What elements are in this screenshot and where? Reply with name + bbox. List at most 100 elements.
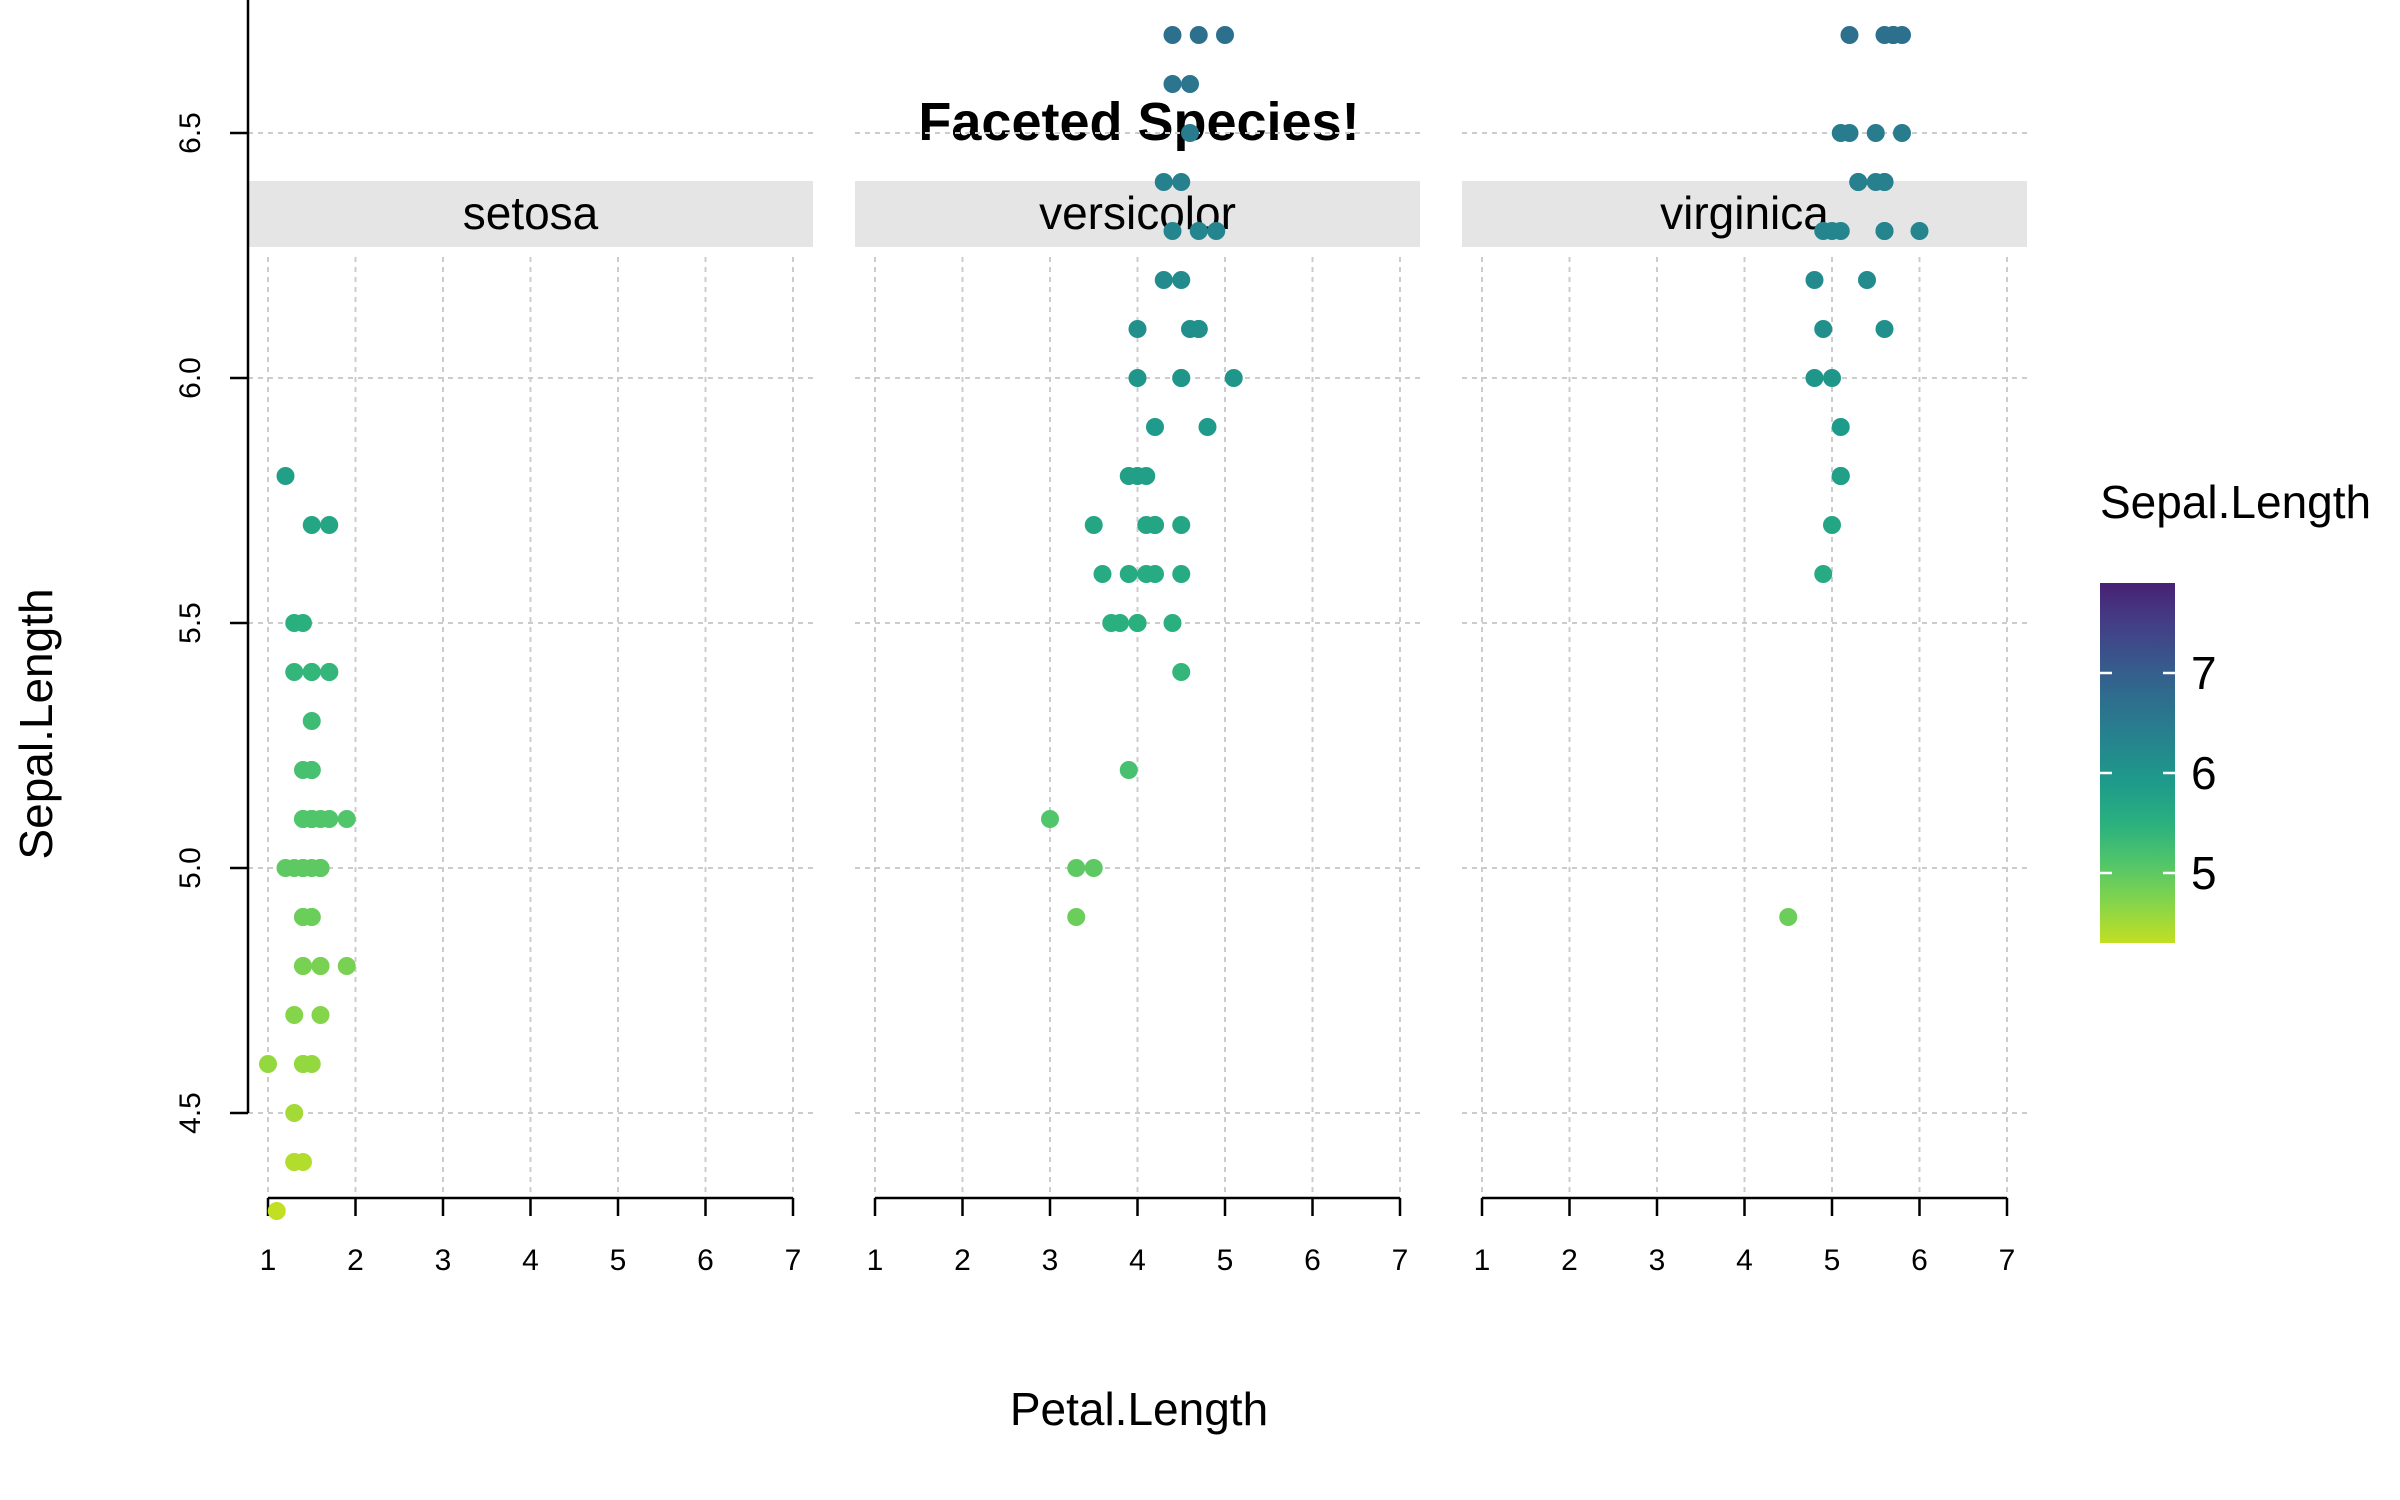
data-point — [259, 1055, 277, 1073]
data-point — [1910, 222, 1929, 240]
data-point — [1840, 26, 1859, 44]
x-tick-label: 4 — [1129, 1244, 1146, 1277]
data-point — [1163, 614, 1182, 632]
data-point — [302, 516, 321, 534]
data-point — [1216, 26, 1234, 44]
data-point — [1146, 565, 1164, 583]
x-tick-label: 5 — [1217, 1244, 1234, 1277]
x-tick-label: 3 — [1649, 1244, 1666, 1277]
y-tick-label: 6.0 — [174, 357, 207, 399]
data-point — [1823, 222, 1841, 240]
data-point — [311, 810, 330, 828]
data-point — [1858, 271, 1876, 289]
data-point — [285, 614, 304, 632]
data-point — [1119, 761, 1138, 779]
data-point — [1823, 516, 1841, 534]
data-point — [311, 957, 330, 975]
data-point — [1128, 369, 1147, 387]
data-point — [294, 908, 312, 926]
data-point — [311, 1006, 330, 1024]
x-tick-label: 7 — [1999, 1244, 2016, 1277]
data-point — [1224, 369, 1243, 387]
data-point — [1119, 565, 1138, 583]
data-point — [1172, 173, 1191, 191]
data-point — [285, 1153, 304, 1171]
facet-strip — [855, 181, 1420, 247]
data-point — [1146, 418, 1164, 436]
data-point — [1875, 320, 1894, 338]
x-tick-label: 1 — [1474, 1244, 1491, 1277]
x-tick-label: 7 — [1392, 1244, 1409, 1277]
x-tick-label: 1 — [260, 1244, 277, 1277]
legend-title: Sepal.Length — [2100, 476, 2371, 528]
y-axis-label: Sepal.Length — [10, 588, 62, 859]
data-point — [1866, 173, 1885, 191]
data-point — [1172, 271, 1191, 289]
x-tick-label: 6 — [1911, 1244, 1928, 1277]
data-point — [1814, 320, 1833, 338]
data-point — [302, 663, 321, 681]
data-point — [285, 1104, 304, 1122]
data-point — [337, 957, 356, 975]
data-point — [1128, 467, 1147, 485]
data-point — [1163, 26, 1182, 44]
data-point — [294, 859, 312, 877]
x-tick-label: 5 — [610, 1244, 627, 1277]
data-point — [320, 516, 339, 534]
x-tick-label: 5 — [1824, 1244, 1841, 1277]
x-tick-label: 1 — [867, 1244, 884, 1277]
data-point — [1805, 369, 1824, 387]
facet-strip — [1462, 181, 2027, 247]
data-point — [1128, 320, 1147, 338]
x-tick-label: 3 — [435, 1244, 452, 1277]
data-point — [1084, 859, 1103, 877]
y-tick-label: 5.0 — [174, 847, 207, 889]
data-point — [285, 1006, 304, 1024]
data-point — [1893, 124, 1911, 142]
x-tick-label: 6 — [697, 1244, 714, 1277]
data-point — [1189, 26, 1208, 44]
data-point — [311, 859, 330, 877]
data-point — [1823, 369, 1841, 387]
data-point — [1172, 369, 1191, 387]
data-point — [1041, 810, 1059, 828]
facet-panels: setosa12345674.55.05.56.06.57.07.58.0ver… — [174, 0, 2027, 1277]
data-point — [1154, 173, 1173, 191]
y-tick-label: 6.5 — [174, 112, 207, 154]
x-tick-label: 4 — [1736, 1244, 1753, 1277]
data-point — [1831, 418, 1850, 436]
facet-panel-virginica: virginica 1 2 3 4 5 6 7 — [1462, 26, 2027, 1277]
data-point — [1067, 908, 1086, 926]
data-point — [285, 663, 304, 681]
x-tick-label: 7 — [785, 1244, 802, 1277]
data-point — [320, 663, 339, 681]
x-tick-label: 2 — [1561, 1244, 1578, 1277]
data-point — [302, 761, 321, 779]
data-point — [1128, 614, 1147, 632]
facet-strip — [248, 181, 813, 247]
data-point — [1831, 467, 1850, 485]
data-point — [294, 957, 312, 975]
data-point — [1207, 222, 1226, 240]
data-point — [1849, 173, 1868, 191]
data-point — [1084, 516, 1103, 534]
data-point — [1067, 859, 1086, 877]
x-tick-label: 4 — [522, 1244, 539, 1277]
x-tick-label: 2 — [954, 1244, 971, 1277]
data-point — [1875, 222, 1894, 240]
y-tick-label: 4.5 — [174, 1092, 207, 1134]
data-point — [267, 1202, 286, 1220]
data-point — [1181, 75, 1199, 93]
data-point — [1163, 75, 1182, 93]
legend-tick-label: 6 — [2191, 747, 2217, 799]
chart-title: Faceted Species! — [918, 92, 1359, 152]
data-point — [1805, 271, 1824, 289]
data-point — [1884, 26, 1903, 44]
color-legend: Sepal.Length 5 6 7 — [2100, 476, 2371, 943]
data-point — [1154, 271, 1173, 289]
data-point — [1866, 124, 1885, 142]
x-tick-label: 2 — [347, 1244, 364, 1277]
